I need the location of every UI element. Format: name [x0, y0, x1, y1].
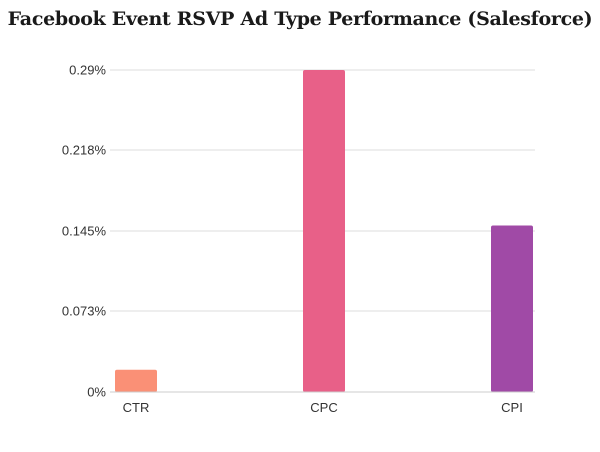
y-tick-label: 0.145%	[62, 224, 107, 239]
bar-cpi	[491, 225, 533, 392]
x-tick-label-cpi: CPI	[501, 400, 523, 415]
y-tick-label: 0%	[87, 385, 106, 400]
x-tick-label-cpc: CPC	[310, 400, 337, 415]
y-axis-ticks: 0% 0.073% 0.145% 0.218% 0.29%	[62, 63, 107, 400]
bar-ctr	[115, 369, 157, 392]
bars	[115, 70, 533, 392]
y-tick-label: 0.29%	[69, 63, 106, 78]
x-tick-label-ctr: CTR	[123, 400, 150, 415]
bar-cpc	[303, 70, 345, 392]
y-tick-label: 0.218%	[62, 142, 107, 157]
x-axis-labels: CTR CPC CPI	[123, 400, 523, 415]
y-tick-label: 0.073%	[62, 303, 107, 318]
chart-title: Facebook Event RSVP Ad Type Performance …	[7, 8, 593, 30]
